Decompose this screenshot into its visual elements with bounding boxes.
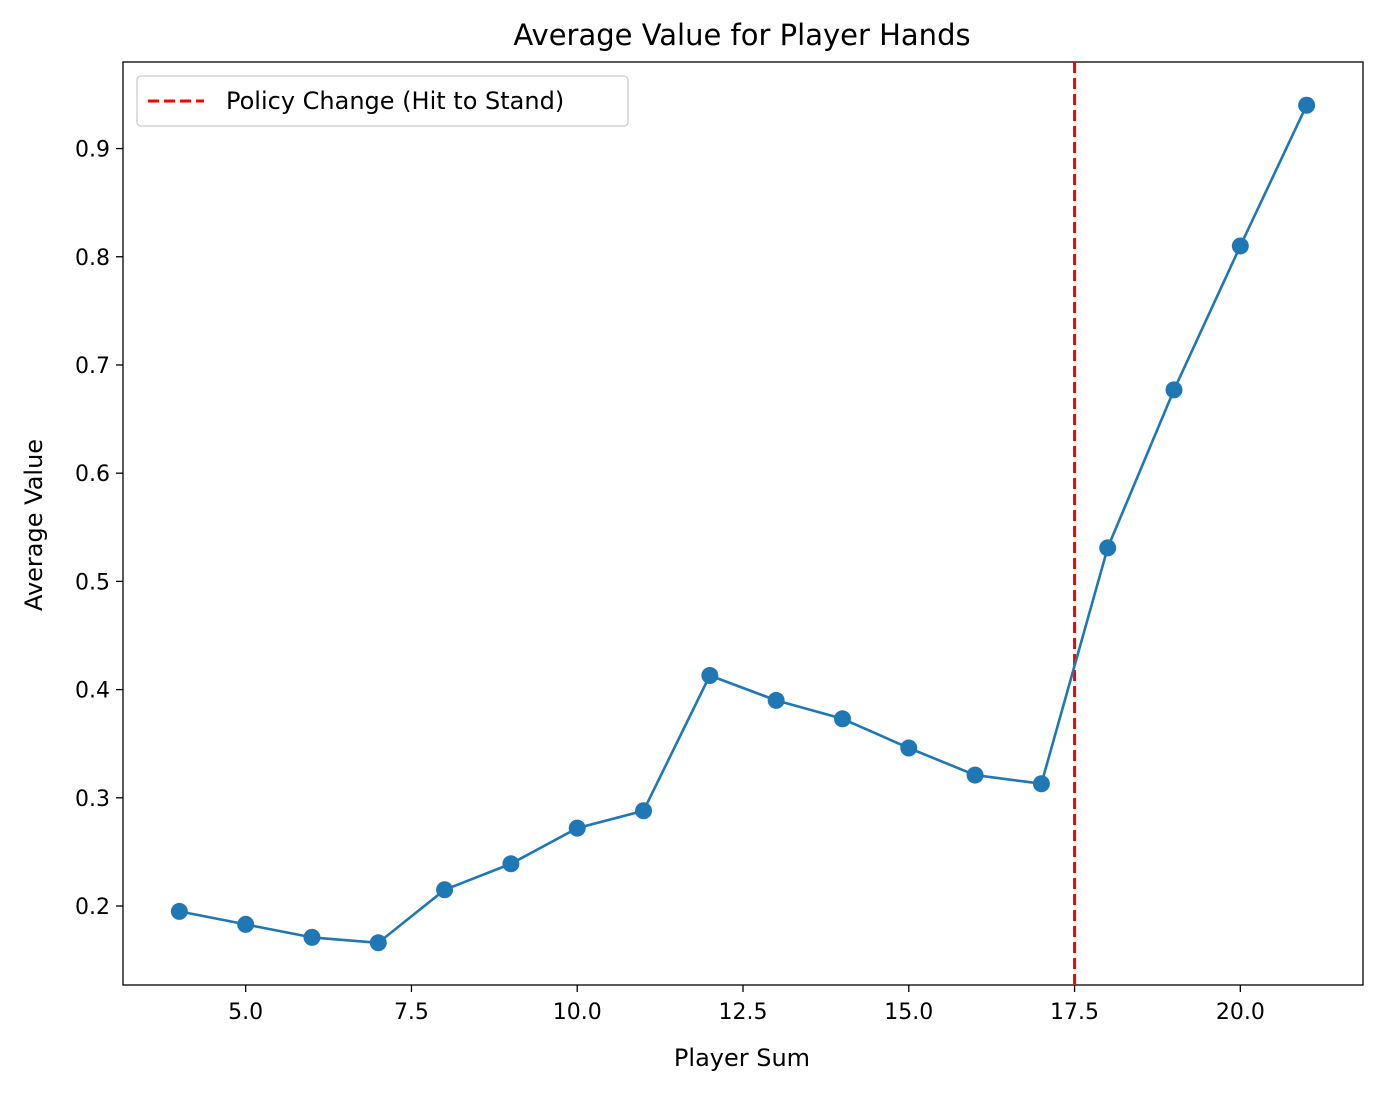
x-tick-label: 12.5 — [719, 1000, 768, 1025]
data-point — [568, 819, 586, 837]
y-axis-ticks: 0.2 0.3 0.4 0.5 0.6 0.7 0.8 0.9 — [75, 138, 123, 920]
y-tick-label: 0.2 — [75, 895, 110, 920]
y-tick-label: 0.4 — [75, 679, 110, 704]
data-point — [1032, 775, 1050, 793]
data-point — [767, 691, 785, 709]
data-point — [303, 928, 321, 946]
x-tick-label: 17.5 — [1050, 1000, 1099, 1025]
series-lines — [179, 104, 1308, 945]
data-point — [436, 881, 454, 899]
data-point — [1231, 237, 1249, 255]
chart-title: Average Value for Player Hands — [513, 18, 970, 52]
y-tick-label: 0.6 — [75, 462, 110, 487]
plot-area: 5.0 7.5 10.0 12.5 15.0 17.5 20.0 0.20.30.40.50… — [75, 61, 1364, 1025]
data-point — [900, 739, 918, 757]
data-point — [701, 667, 719, 685]
data-point — [833, 710, 851, 728]
series-points — [170, 96, 1316, 952]
y-tick-label: 0.9 — [75, 138, 110, 163]
x-tick-label: 7.5 — [394, 1000, 429, 1025]
y-tick-label: 0.5 — [75, 570, 110, 595]
x-tick-label: 5.0 — [228, 1000, 263, 1025]
x-tick-label: 15.0 — [884, 1000, 933, 1025]
data-point — [1298, 96, 1316, 114]
data-point — [237, 915, 255, 933]
x-tick-label: 10.0 — [553, 1000, 602, 1025]
y-tick-label: 0.7 — [75, 354, 110, 379]
legend-label: Policy Change (Hit to Stand) — [226, 87, 564, 115]
data-point — [369, 934, 387, 952]
x-axis-ticks: 5.0 7.5 10.0 12.5 15.0 17.5 20.0 — [228, 985, 1265, 1025]
data-point — [635, 802, 653, 820]
y-tick-label: 0.3 — [75, 787, 110, 812]
y-axis-label: Average Value — [20, 439, 48, 611]
legend: Policy Change (Hit to Stand) — [136, 75, 629, 127]
series-line — [179, 104, 1308, 945]
data-point — [170, 902, 188, 920]
data-point — [1165, 381, 1183, 399]
legend-box — [136, 75, 629, 127]
data-point — [966, 766, 984, 784]
data-point — [1099, 539, 1117, 557]
data-point — [502, 855, 520, 873]
y-tick-label: 0.8 — [75, 246, 110, 271]
x-tick-label: 20.0 — [1216, 1000, 1265, 1025]
x-axis-label: Player Sum — [674, 1044, 810, 1072]
